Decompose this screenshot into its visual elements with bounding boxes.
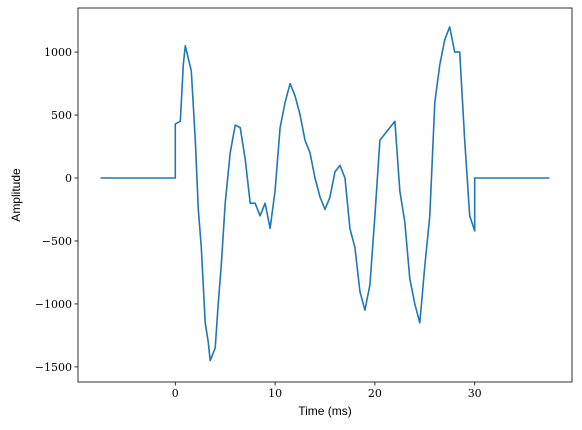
y-tick-label: 1000 [44, 46, 72, 59]
x-tick-label: 10 [268, 387, 282, 400]
y-tick-label: 500 [51, 109, 72, 122]
data-line [100, 26, 550, 362]
x-axis-label: Time (ms) [298, 404, 352, 418]
x-tick-label: 20 [368, 387, 382, 400]
y-tick-label: 0 [65, 172, 72, 185]
y-axis-label: Amplitude [9, 168, 23, 222]
y-tick-label: −1000 [35, 298, 72, 311]
y-tick-label: −1500 [35, 361, 72, 374]
plot-frame [77, 7, 573, 383]
x-tick-label: 30 [468, 387, 482, 400]
x-tick-label: 0 [172, 387, 179, 400]
y-tick-label: −500 [42, 235, 72, 248]
